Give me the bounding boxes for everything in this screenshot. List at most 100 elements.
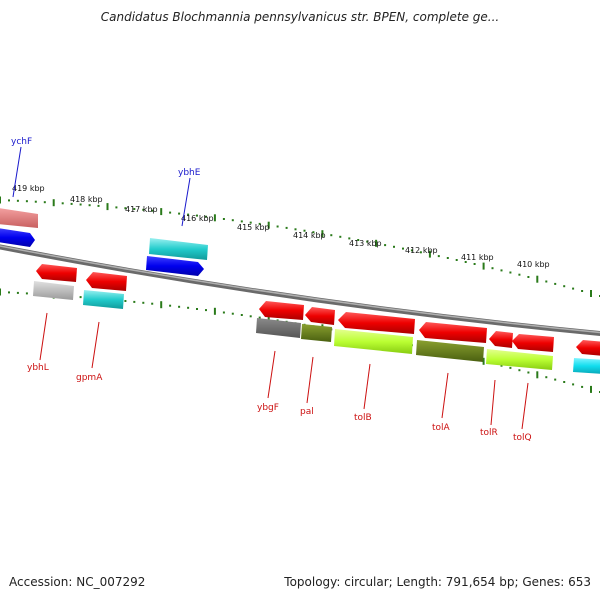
ruler-minor-tick [491, 267, 494, 270]
ruler-minor-tick [581, 385, 584, 388]
ruler-minor-tick [393, 245, 395, 248]
ruler-minor-tick [70, 202, 73, 205]
ruler-top [0, 196, 600, 297]
ruler-minor-tick [500, 269, 503, 272]
leader-tolA [441, 372, 449, 419]
ruler-major-tick [0, 196, 1, 204]
ruler-minor-tick [124, 300, 127, 302]
gene-block-tolA[interactable] [416, 340, 484, 362]
gene-block-ybhE[interactable] [146, 256, 204, 276]
ruler-minor-tick [142, 208, 145, 211]
gene-block-cyan-ybhE-top[interactable] [149, 238, 208, 260]
ruler-major-tick [590, 385, 592, 393]
ruler-label-419: 419 kbp [12, 184, 45, 193]
ruler-major-tick [106, 203, 109, 211]
label-ybgF[interactable]: ybgF [257, 403, 279, 413]
gene-block-ychF[interactable] [0, 228, 35, 247]
label-tolQ[interactable]: tolQ [513, 433, 532, 443]
leader-ychF [12, 146, 22, 198]
ruler-minor-tick [79, 203, 82, 206]
ruler-label-413: 413 kbp [349, 239, 382, 248]
gene-block-ybhL[interactable] [33, 281, 74, 300]
gene-block-red-9[interactable] [576, 340, 600, 356]
ruler-minor-tick [509, 271, 512, 274]
gene-block-red-5[interactable] [338, 312, 415, 334]
gene-block-gpmA[interactable] [83, 290, 124, 309]
ruler-minor-tick [563, 381, 566, 383]
gene-block-cyan-edge[interactable] [573, 358, 600, 374]
ruler-major-tick [213, 307, 216, 315]
ruler-minor-tick [348, 237, 351, 240]
ruler-major-tick [160, 301, 163, 309]
ruler-minor-tick [169, 304, 172, 307]
ruler-major-tick [52, 199, 55, 207]
ruler-minor-tick [61, 202, 64, 205]
gene-block-red-3[interactable] [259, 301, 304, 320]
ruler-minor-tick [25, 200, 28, 203]
ruler-minor-tick [518, 273, 521, 276]
ruler-minor-tick [500, 364, 503, 367]
ruler-minor-tick [437, 255, 440, 258]
ruler-minor-tick [222, 311, 225, 314]
map-title: Candidatus Blochmannia pennsylvanicus st… [100, 10, 500, 24]
leader-ybhL [39, 312, 48, 361]
gene-block-red-2[interactable] [86, 272, 127, 291]
ruler-minor-tick [402, 247, 404, 250]
label-gpmA[interactable]: gpmA [76, 373, 103, 383]
label-ychF[interactable]: ychF [11, 137, 32, 147]
ruler-minor-tick [231, 312, 234, 315]
ruler-major-tick [213, 214, 216, 222]
ruler-minor-tick [16, 199, 19, 202]
gene-block-tolR-tolQ[interactable] [486, 349, 553, 370]
label-leaders [12, 146, 529, 430]
label-tolA[interactable]: tolA [432, 423, 451, 433]
ruler-minor-tick [196, 214, 198, 217]
gene-labels: ychF ybhE ybhL gpmA ybgF pal tolB tolA t… [11, 137, 532, 443]
ruler-minor-tick [366, 240, 369, 243]
gene-block-red-7[interactable] [489, 331, 513, 348]
ruler-minor-tick [231, 219, 234, 222]
ruler-label-415: 415 kbp [237, 223, 270, 232]
gene-block-pal[interactable] [301, 324, 332, 342]
gene-block-red-6[interactable] [419, 322, 487, 343]
gene-block-pink[interactable] [0, 208, 38, 228]
forward-genes [0, 208, 208, 276]
ruler-minor-tick [285, 226, 288, 229]
ruler-minor-tick [518, 369, 521, 372]
ruler-minor-tick [8, 291, 10, 294]
gene-block-tolB[interactable] [334, 329, 413, 354]
ruler-label-410: 410 kbp [517, 260, 550, 269]
ruler-minor-tick [240, 220, 243, 223]
leader-ybhE [181, 177, 191, 227]
ruler-labels: 419 kbp 418 kbp 417 kbp 416 kbp 415 kbp … [12, 184, 550, 269]
ruler-minor-tick [205, 309, 207, 312]
ruler-minor-tick [357, 239, 360, 241]
label-tolB[interactable]: tolB [354, 413, 372, 423]
gene-block-red-1[interactable] [36, 264, 77, 282]
ruler-minor-tick [545, 376, 548, 379]
ruler-minor-tick [545, 280, 548, 283]
ruler-minor-tick [115, 206, 118, 209]
ruler-minor-tick [133, 300, 136, 303]
ruler-minor-tick [43, 201, 46, 204]
ruler-minor-tick [527, 371, 530, 374]
label-pal[interactable]: pal [300, 407, 314, 417]
ruler-minor-tick [79, 296, 82, 299]
ruler-minor-tick [124, 207, 127, 210]
gene-block-red-4[interactable] [305, 307, 335, 325]
ruler-minor-tick [187, 213, 190, 216]
label-ybhE[interactable]: ybhE [178, 168, 201, 178]
label-tolR[interactable]: tolR [480, 428, 498, 438]
gene-block-red-8[interactable] [512, 334, 554, 352]
ruler-major-tick [267, 315, 270, 323]
ruler-minor-tick [509, 366, 512, 369]
leader-pal [306, 356, 314, 404]
leader-tolB [363, 363, 371, 410]
ruler-minor-tick [25, 292, 28, 295]
ruler-minor-tick [133, 208, 136, 210]
label-ybhL[interactable]: ybhL [27, 363, 49, 373]
ruler-label-417: 417 kbp [125, 205, 158, 214]
ruler-major-tick [482, 262, 485, 270]
gene-block-ybgF[interactable] [256, 318, 301, 338]
